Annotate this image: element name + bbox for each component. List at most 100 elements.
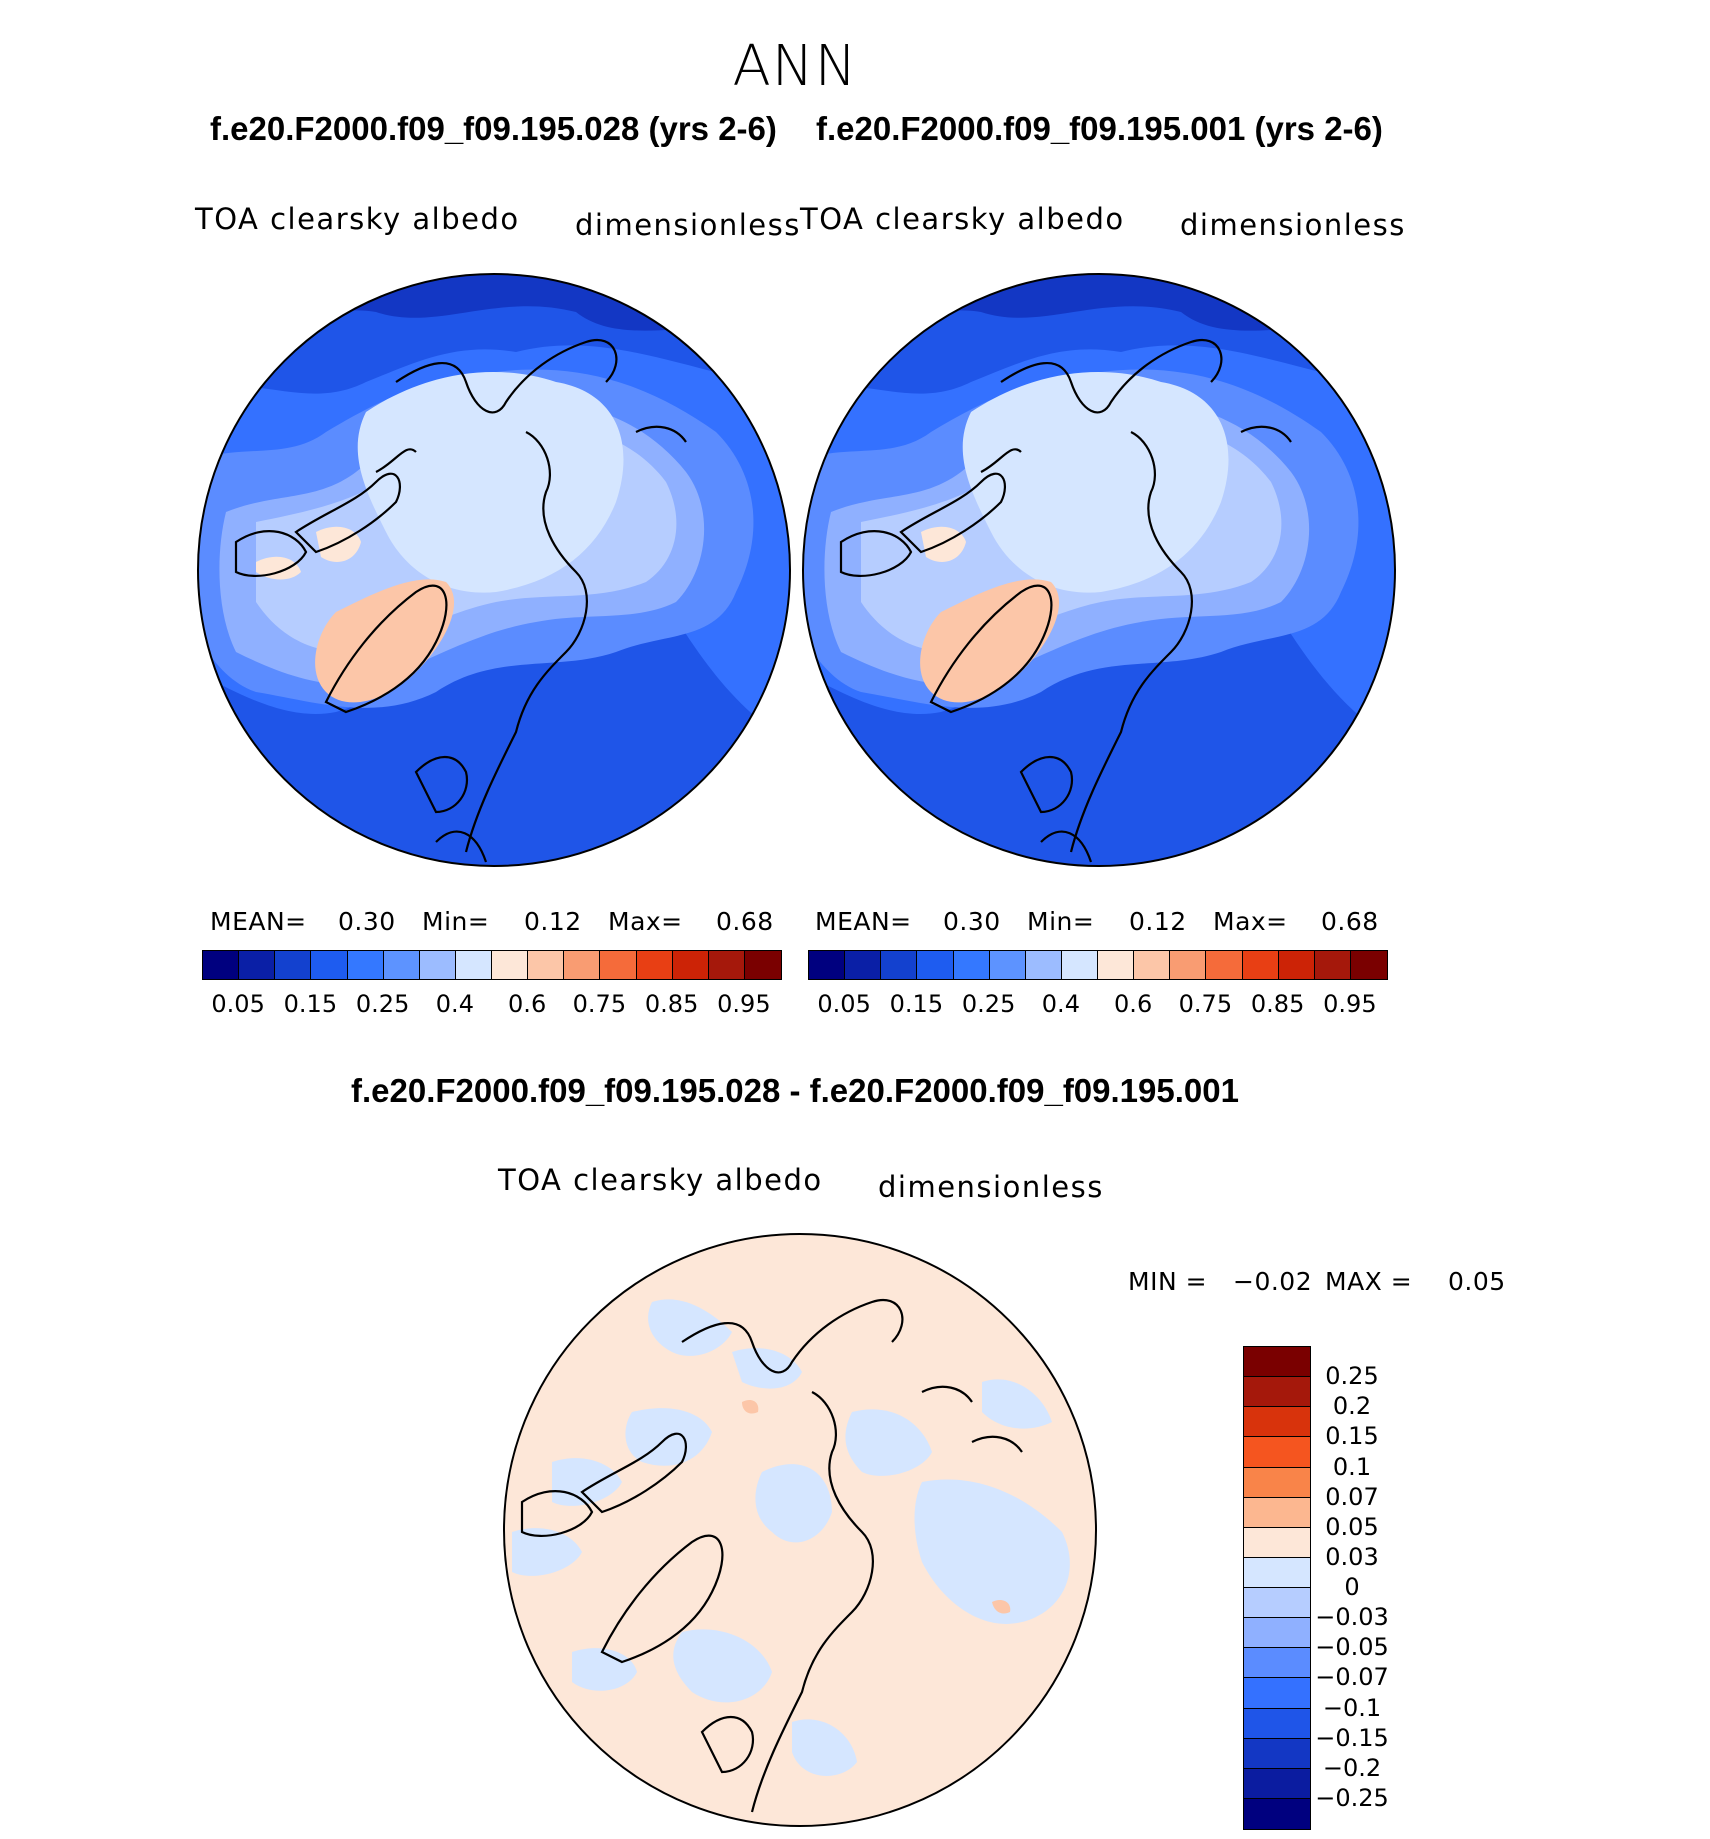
- diff-colorbar-tick-label: −0.15: [1315, 1723, 1389, 1752]
- case-b-title: f.e20.F2000.f09_f09.195.001 (yrs 2-6): [816, 110, 1383, 147]
- panel-a-colorbar-swatch: [708, 951, 745, 979]
- panel-b-colorbar-swatch: [1314, 951, 1351, 979]
- panel-b-mean-value: 0.30: [943, 907, 1001, 936]
- panel-a-colorbar-swatch: [275, 951, 312, 979]
- panel-b-variable-label: TOA clearsky albedo: [800, 202, 1125, 236]
- diff-colorbar-swatch: [1244, 1588, 1310, 1619]
- panel-b-colorbar-tick-label: 0.6: [1114, 990, 1153, 1018]
- panel-b-colorbar-tick-label: 0.25: [961, 990, 1016, 1018]
- panel-b-colorbar-tick-label: 0.15: [889, 990, 944, 1018]
- panel-a-colorbar-swatch: [203, 951, 240, 979]
- diff-units-label: dimensionless: [878, 1170, 1104, 1204]
- panel-b-colorbar-tick-label: 0.4: [1041, 990, 1080, 1018]
- diff-title: f.e20.F2000.f09_f09.195.028 - f.e20.F200…: [351, 1072, 1239, 1109]
- diff-min-value: −0.02: [1233, 1267, 1313, 1296]
- panel-a-variable-label: TOA clearsky albedo: [195, 202, 520, 236]
- panel-b-colorbar-swatch: [1134, 951, 1171, 979]
- panel-a-colorbar-swatch: [636, 951, 673, 979]
- diff-map: [503, 1233, 1097, 1827]
- diff-colorbar-tick-label: 0.05: [1325, 1512, 1379, 1541]
- diff-colorbar-swatch: [1244, 1678, 1310, 1709]
- panel-b-colorbar: [808, 950, 1388, 980]
- panel-a-colorbar-tick-label: 0.25: [355, 990, 410, 1018]
- panel-a-max-label: Max=: [608, 907, 683, 936]
- panel-b-max-value: 0.68: [1321, 907, 1379, 936]
- diff-max-value: 0.05: [1448, 1267, 1506, 1296]
- diff-min-label: MIN =: [1128, 1267, 1208, 1296]
- diff-colorbar-tick-label: −0.07: [1315, 1663, 1389, 1692]
- panel-a-colorbar-tick-label: 0.95: [717, 990, 771, 1018]
- diff-colorbar-tick-label: −0.2: [1322, 1753, 1382, 1782]
- panel-a-colorbar-swatch: [311, 951, 348, 979]
- diff-colorbar: [1243, 1346, 1311, 1830]
- panel-b-colorbar-tick-label: 0.75: [1178, 990, 1233, 1018]
- diff-colorbar-tick-label: −0.25: [1315, 1783, 1389, 1812]
- diff-colorbar-swatch: [1244, 1798, 1310, 1829]
- panel-b-colorbar-swatch: [989, 951, 1026, 979]
- panel-a-colorbar-swatch: [528, 951, 565, 979]
- diff-colorbar-tick-label: 0.03: [1325, 1542, 1379, 1571]
- diff-colorbar-swatch: [1244, 1557, 1310, 1588]
- diff-colorbar-swatch: [1244, 1437, 1310, 1468]
- diff-colorbar-tick-label: 0.15: [1325, 1422, 1379, 1451]
- panel-a-colorbar-tick-label: 0.85: [644, 990, 699, 1018]
- panel-b-colorbar-swatch: [1170, 951, 1207, 979]
- case-a-title: f.e20.F2000.f09_f09.195.028 (yrs 2-6): [210, 110, 777, 147]
- panel-b-colorbar-swatch: [1350, 951, 1387, 979]
- panel-b-colorbar-swatch: [1206, 951, 1243, 979]
- panel-a-colorbar-swatch: [347, 951, 384, 979]
- panel-a-colorbar-tick-label: 0.4: [435, 990, 474, 1018]
- panel-b-map: [802, 273, 1396, 867]
- panel-b-colorbar-swatch: [809, 951, 846, 979]
- diff-colorbar-swatch: [1244, 1377, 1310, 1408]
- panel-b-colorbar-swatch: [953, 951, 990, 979]
- panel-a-max-value: 0.68: [716, 907, 774, 936]
- diff-max-label: MAX =: [1325, 1267, 1413, 1296]
- panel-a-colorbar-swatch: [383, 951, 420, 979]
- panel-a-colorbar-swatch: [492, 951, 529, 979]
- panel-a-units-label: dimensionless: [575, 208, 801, 242]
- panel-b-colorbar-tick-label: 0.95: [1323, 990, 1377, 1018]
- panel-b-colorbar-tick-label: 0.05: [817, 990, 871, 1018]
- panel-b-min-value: 0.12: [1129, 907, 1187, 936]
- panel-a-colorbar-swatch: [564, 951, 601, 979]
- main-title: ANN: [732, 34, 858, 99]
- panel-b-units-label: dimensionless: [1180, 208, 1406, 242]
- panel-a-colorbar-swatch: [744, 951, 781, 979]
- panel-a-colorbar-tick-label: 0.15: [283, 990, 338, 1018]
- diff-colorbar-swatch: [1244, 1527, 1310, 1558]
- panel-a-colorbar-swatch: [600, 951, 637, 979]
- panel-a-map: [197, 273, 791, 867]
- diff-colorbar-tick-label: 0: [1344, 1573, 1360, 1601]
- panel-b-colorbar-swatch: [845, 951, 882, 979]
- panel-b-colorbar-swatch: [1025, 951, 1062, 979]
- panel-b-mean-label: MEAN=: [815, 907, 912, 936]
- panel-b-colorbar-swatch: [1098, 951, 1135, 979]
- panel-a-min-label: Min=: [422, 907, 490, 936]
- diff-colorbar-swatch: [1244, 1618, 1310, 1649]
- panel-a-colorbar-tick-label: 0.75: [572, 990, 627, 1018]
- diff-colorbar-swatch: [1244, 1708, 1310, 1739]
- panel-b-colorbar-swatch: [1242, 951, 1279, 979]
- diff-colorbar-swatch: [1244, 1347, 1310, 1378]
- diff-colorbar-swatch: [1244, 1407, 1310, 1438]
- diff-variable-label: TOA clearsky albedo: [498, 1163, 823, 1197]
- panel-a-colorbar-swatch: [239, 951, 276, 979]
- panel-b-colorbar-swatch: [881, 951, 918, 979]
- panel-b-colorbar-tick-label: 0.85: [1250, 990, 1305, 1018]
- diff-colorbar-tick-label: 0.07: [1325, 1482, 1379, 1511]
- panel-a-colorbar-tick-label: 0.6: [508, 990, 547, 1018]
- diff-colorbar-swatch: [1244, 1768, 1310, 1799]
- panel-a-mean-label: MEAN=: [210, 907, 307, 936]
- panel-b-colorbar-swatch: [917, 951, 954, 979]
- panel-a-colorbar-swatch: [419, 951, 456, 979]
- panel-a-colorbar: [202, 950, 782, 980]
- panel-a-colorbar-swatch: [672, 951, 709, 979]
- diff-colorbar-tick-label: 0.2: [1332, 1392, 1372, 1421]
- panel-b-colorbar-swatch: [1061, 951, 1098, 979]
- diff-colorbar-tick-label: −0.03: [1315, 1603, 1389, 1632]
- diff-colorbar-tick-label: −0.05: [1315, 1633, 1389, 1662]
- diff-colorbar-tick-label: −0.1: [1322, 1693, 1382, 1722]
- panel-a-min-value: 0.12: [524, 907, 582, 936]
- diff-colorbar-tick-label: 0.25: [1325, 1362, 1379, 1391]
